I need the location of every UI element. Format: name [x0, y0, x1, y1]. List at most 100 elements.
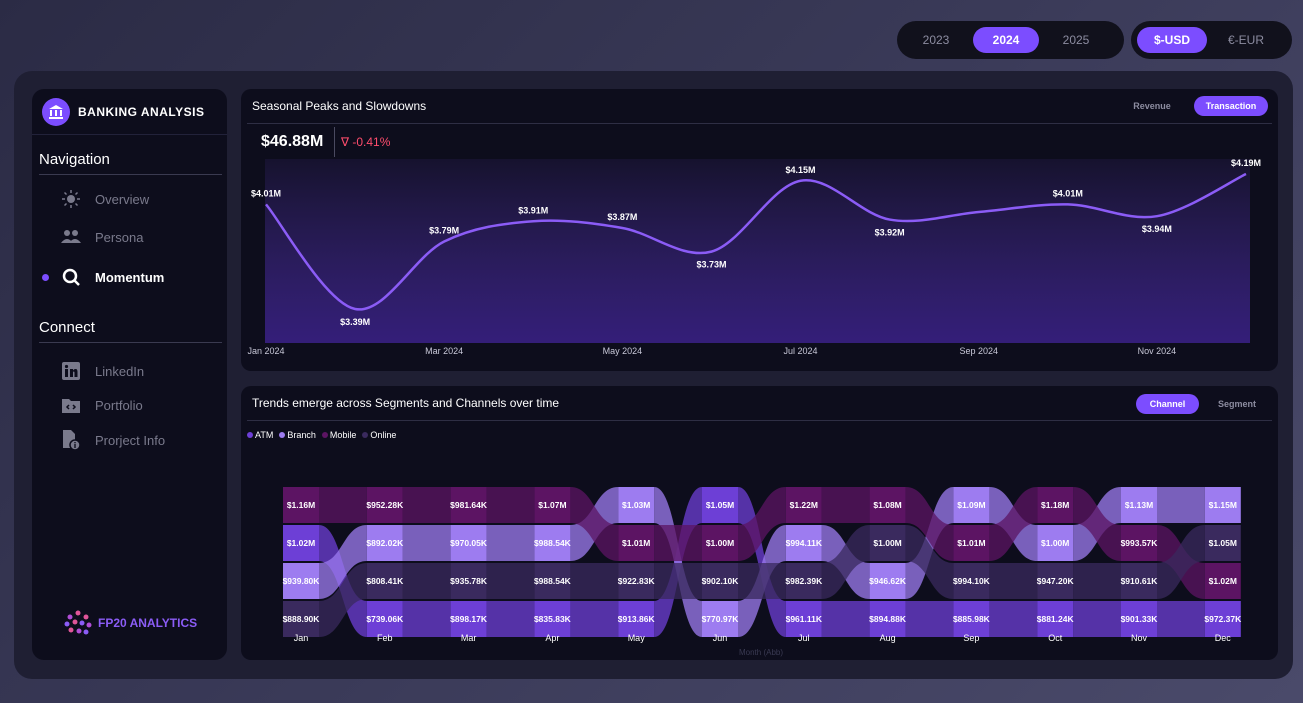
- x-tick-label: Jun: [713, 633, 728, 643]
- x-axis-title: Month (Abb): [739, 648, 783, 657]
- legend-label-mobile: Mobile: [329, 430, 357, 440]
- legend-dot-atm: [247, 432, 253, 438]
- legend-dot-mobile: [321, 432, 328, 438]
- nav-item-persona[interactable]: Persona: [32, 225, 227, 249]
- nav-item-portfolio[interactable]: Portfolio: [32, 393, 227, 417]
- revenue-toggle[interactable]: Revenue: [1133, 101, 1171, 111]
- x-tick-label: Sep: [963, 633, 979, 643]
- currency-usd-button[interactable]: $-USD: [1137, 27, 1207, 53]
- data-label: $1.01M: [622, 538, 650, 548]
- kpi-change-indicator: ∇ -0.41%: [341, 135, 391, 149]
- bar-mobile: [785, 487, 822, 523]
- legend-item-mobile: Mobile: [321, 430, 357, 440]
- channel-toggle[interactable]: Channel: [1136, 394, 1199, 414]
- segment-toggle[interactable]: Segment: [1217, 399, 1256, 409]
- bar-online: [785, 563, 822, 599]
- nav-item-momentum[interactable]: Momentum: [32, 265, 227, 289]
- data-label: $988.54K: [534, 538, 572, 548]
- ribbon-online: [905, 525, 954, 599]
- year-2024-button[interactable]: 2024: [973, 27, 1039, 53]
- ribbon-online: [654, 563, 702, 599]
- data-label: $4.01M: [251, 188, 281, 198]
- data-label: $1.01M: [957, 538, 985, 548]
- fp20-label: FP20 ANALYTICS: [98, 616, 198, 630]
- ribbon-mobile: [821, 487, 870, 523]
- bar-atm: [702, 487, 738, 523]
- transaction-toggle[interactable]: Transaction: [1194, 96, 1268, 116]
- bar-mobile: [534, 487, 571, 523]
- currency-eur-button[interactable]: €-EUR: [1227, 33, 1264, 47]
- x-tick-label: Mar: [461, 633, 477, 643]
- ribbon-mobile: [654, 525, 702, 561]
- ribbon-branch: [1157, 487, 1205, 523]
- ribbon-online: [486, 563, 535, 599]
- data-label: $3.91M: [518, 205, 548, 215]
- data-label: $982.39K: [785, 576, 823, 586]
- ribbon-mobile: [989, 487, 1038, 561]
- x-tick-label: Nov: [1131, 633, 1148, 643]
- data-label: $1.05M: [1209, 538, 1237, 548]
- bar-mobile: [869, 487, 906, 523]
- nav-item-linkedin[interactable]: LinkedIn: [32, 359, 227, 383]
- data-label: $888.90K: [283, 614, 321, 624]
- x-tick-label: Jul 2024: [784, 346, 818, 356]
- ribbon-mobile: [905, 487, 954, 561]
- bar-atm: [869, 601, 906, 637]
- nav-item-project-info[interactable]: Prorject Info: [32, 428, 227, 452]
- data-label: $910.61K: [1121, 576, 1159, 586]
- bar-mobile: [1037, 487, 1074, 523]
- bar-branch: [366, 525, 403, 561]
- ribbon-mobile: [402, 487, 451, 523]
- brand-title: BANKING ANALYSIS: [78, 104, 205, 119]
- year-2023-button[interactable]: 2023: [922, 33, 950, 47]
- trend-chart-title: Trends emerge across Segments and Channe…: [252, 396, 560, 410]
- x-tick-label: Apr: [545, 633, 559, 643]
- data-label: $922.83K: [618, 576, 656, 586]
- data-label: $4.19M: [1231, 158, 1261, 168]
- bar-mobile: [618, 525, 655, 561]
- data-label: $1.18M: [1041, 500, 1069, 510]
- data-label: $913.86K: [618, 614, 656, 624]
- data-label: $902.10K: [702, 576, 740, 586]
- card-divider: [247, 420, 1272, 421]
- bar-online: [366, 563, 403, 599]
- data-label: $961.11K: [786, 614, 823, 624]
- year-selector: 2023 2024 2025: [897, 21, 1124, 59]
- ribbon-mobile: [738, 487, 786, 561]
- nav-item-overview[interactable]: Overview: [32, 187, 227, 211]
- bar-online: [1037, 563, 1074, 599]
- bar-online: [702, 563, 738, 599]
- x-tick-label: Jul: [798, 633, 810, 643]
- bar-atm: [618, 601, 655, 637]
- data-label: $988.54K: [534, 576, 572, 586]
- fp20-brand: FP20 ANALYTICS: [64, 610, 197, 636]
- data-label: $1.09M: [957, 500, 985, 510]
- bar-atm: [1204, 601, 1241, 637]
- ribbon-branch: [319, 525, 367, 599]
- data-label: $994.11K: [786, 538, 823, 548]
- bar-branch: [534, 525, 571, 561]
- navigation-heading: Navigation: [39, 151, 222, 175]
- bar-atm: [953, 601, 990, 637]
- total-transactions-value: $46.88M: [261, 133, 324, 150]
- x-tick-label: Sep 2024: [959, 346, 998, 356]
- year-2025-button[interactable]: 2025: [1062, 33, 1090, 47]
- chart-legend: ATM Branch Mobile Online: [247, 430, 396, 440]
- ribbon-atm: [905, 601, 954, 637]
- nav-label-overview: Overview: [95, 191, 150, 207]
- data-label: $892.02K: [366, 538, 404, 548]
- data-label: $1.13M: [1125, 500, 1153, 510]
- data-label: $739.06K: [366, 614, 404, 624]
- data-label: $1.22M: [790, 500, 818, 510]
- legend-item-branch: Branch: [279, 430, 316, 440]
- legend-label-online: Online: [370, 430, 397, 440]
- nav-label-persona: Persona: [95, 229, 144, 245]
- ribbon-mobile: [1073, 487, 1121, 561]
- ribbon-branch: [402, 525, 451, 561]
- ribbon-atm: [1157, 601, 1205, 637]
- seasonal-line-chart: $4.01M $3.39M $3.79M $3.91M $3.87M $3.73M $4.1…: [247, 158, 1261, 356]
- bar-atm: [785, 601, 822, 637]
- ribbon-branch: [905, 487, 954, 599]
- data-label: $1.15M: [1209, 500, 1237, 510]
- data-label: $1.02M: [287, 538, 315, 548]
